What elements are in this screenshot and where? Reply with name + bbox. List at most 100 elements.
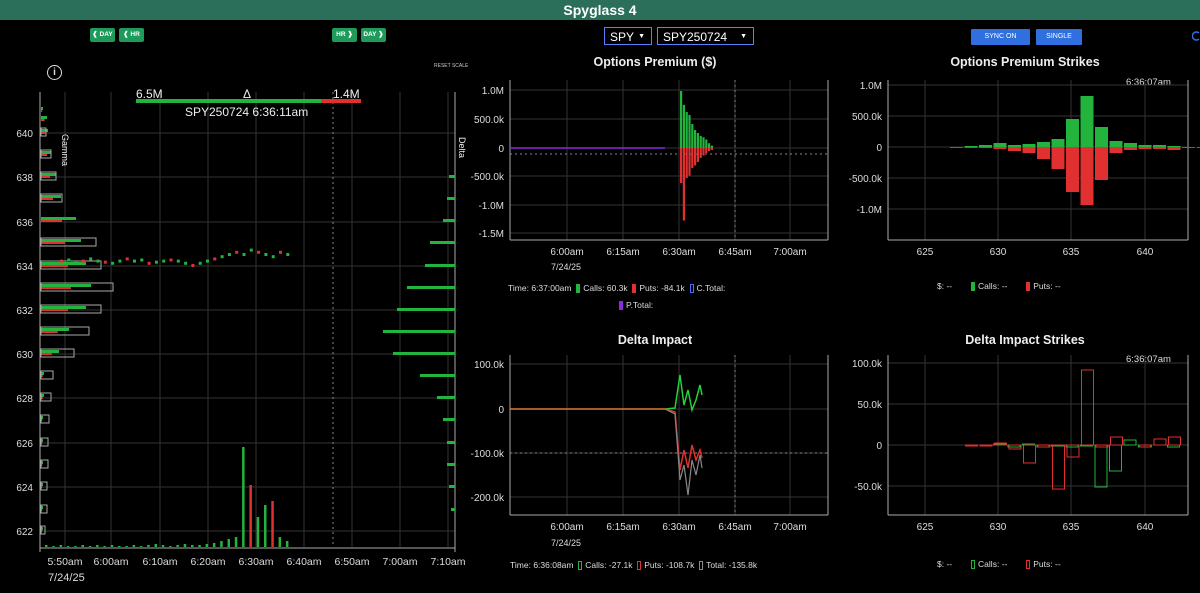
- premium-call-bar: [688, 115, 691, 148]
- strike-y-tick: -500.0k: [849, 174, 883, 185]
- legend-calls-value: 60.3k: [606, 283, 628, 293]
- chevron-down-icon: ▼: [740, 33, 747, 40]
- gamma-call-bar: [41, 284, 91, 287]
- candle: [169, 258, 173, 262]
- volume-bar: [103, 546, 106, 547]
- premium-call-bar: [699, 136, 702, 148]
- candle: [227, 253, 231, 256]
- gamma-call-bar: [41, 129, 48, 132]
- legend-puts-label: Puts:: [639, 283, 659, 293]
- legend-calls-label: Calls:: [978, 281, 1000, 291]
- main-y-tick: 634: [16, 262, 33, 273]
- premium-put-bar: [708, 148, 711, 151]
- main-y-tick: 630: [16, 350, 33, 361]
- volume-bar: [118, 546, 121, 547]
- info-icon[interactable]: i: [47, 65, 62, 80]
- gamma-total-box: [40, 282, 114, 292]
- premium-call-bar: [710, 145, 713, 148]
- dstrike-put-bar: [965, 444, 978, 447]
- legend-calls-label: Calls:: [583, 283, 605, 293]
- premium-y-tick: -1.5M: [478, 229, 504, 240]
- volume-bar: [249, 485, 252, 547]
- delta-bar: [451, 508, 455, 511]
- gamma-put-bar: [41, 331, 58, 333]
- options-premium-chart[interactable]: 1.0M 500.0k 0 -500.0k -1.0M -1.5M 6:00am 6:15a…: [470, 72, 835, 282]
- premium-strikes-chart[interactable]: 1.0M 500.0k 0 -500.0k -1.0M 625 630 635 640: [840, 72, 1200, 272]
- delta-bar: [430, 241, 455, 244]
- main-x-tick: 6:50am: [334, 556, 369, 568]
- delta-bar: [393, 352, 455, 355]
- prev-hour-button[interactable]: ❰ HR: [119, 28, 144, 42]
- main-y-tick: 640: [16, 129, 33, 140]
- premium-call-bar: [694, 130, 697, 148]
- delta-strikes-title: Delta Impact Strikes: [965, 333, 1085, 347]
- delta-strikes-chart[interactable]: 100.0k 50.0k 0 -50.0k 625 630 635 640: [840, 350, 1200, 540]
- delta-strikes-timestamp: 6:36:07am: [1126, 354, 1171, 365]
- options-premium-title: Options Premium ($): [593, 55, 717, 69]
- main-gamma-chart[interactable]: 640 638 636 634 632 630 628 626 624 622 5:50am 6:0…: [0, 82, 470, 593]
- volume-bar: [212, 543, 216, 547]
- gamma-total-box: [40, 237, 97, 247]
- gamma-call-bar: [41, 262, 86, 265]
- candle: [242, 253, 246, 256]
- legend-puts-label: Puts:: [644, 560, 664, 570]
- dstrike-put-bar: [1095, 444, 1109, 448]
- gamma-put-bar: [41, 486, 43, 488]
- legend-time-value: 6:37:00am: [531, 283, 572, 293]
- strike-y-tick: 1.0M: [860, 81, 882, 92]
- strike-put-bar: [1080, 147, 1094, 205]
- gamma-call-bar: [41, 394, 44, 397]
- candle: [118, 259, 122, 263]
- gamma-put-bar: [41, 154, 47, 156]
- strike-call-bar: [1167, 146, 1181, 147]
- legend-puts-value: -108.7k: [665, 560, 695, 570]
- dstrike-put-bar: [1052, 444, 1065, 490]
- dstrike-put-bar: [994, 442, 1007, 446]
- volume-bar: [154, 544, 157, 547]
- delta-impact-chart[interactable]: 100.0k 0 -100.0k -200.0k 6:00am 6:15am 6:30am…: [470, 350, 835, 550]
- dstrike-y-tick: 0: [876, 441, 882, 452]
- prev-day-button[interactable]: ❰ DAY: [90, 28, 115, 42]
- legend-calls-value: --: [1001, 559, 1008, 569]
- expiry-select[interactable]: SPY250724 ▼: [657, 27, 754, 45]
- legend-total-label: Total:: [706, 560, 727, 570]
- candle: [271, 255, 275, 259]
- chevron-down-icon: ▼: [638, 33, 645, 40]
- reset-scale-button[interactable]: RESET SCALE: [434, 63, 469, 69]
- premium-y-tick: 500.0k: [474, 115, 505, 126]
- gamma-total-box: [40, 459, 49, 469]
- refresh-icon[interactable]: [1192, 31, 1200, 41]
- candle: [191, 264, 195, 267]
- volume-bar: [191, 545, 194, 547]
- single-button[interactable]: SINGLE: [1036, 29, 1082, 45]
- gamma-put-bar: [41, 265, 68, 267]
- premium-legend-ptotal: P.Total:: [619, 300, 653, 311]
- gamma-put-bar: [41, 509, 43, 511]
- delta-bar: [447, 441, 455, 444]
- strike-call-bar: [1095, 127, 1108, 147]
- gamma-call-bar: [41, 195, 61, 198]
- app-title: Spyglass 4: [0, 0, 1200, 20]
- volume-bar: [52, 546, 55, 547]
- volume-bar: [66, 546, 70, 547]
- volume-bar: [125, 546, 128, 547]
- strike-call-bar: [993, 143, 1007, 147]
- volume-bar: [96, 545, 99, 547]
- symbol-select[interactable]: SPY ▼: [604, 27, 652, 45]
- main-y-tick: 636: [16, 218, 33, 229]
- premium-call-bar: [682, 104, 685, 148]
- candle: [184, 261, 188, 265]
- gamma-call-bar: [41, 483, 43, 486]
- gamma-total-box: [40, 414, 50, 424]
- dstrike-call-bar: [1109, 444, 1122, 472]
- candle: [140, 258, 144, 262]
- candle: [60, 259, 63, 263]
- sync-on-button[interactable]: SYNC ON: [971, 29, 1030, 45]
- volume-bar: [227, 539, 230, 547]
- next-hour-button[interactable]: HR ❱: [332, 28, 357, 42]
- strike-put-bar: [1109, 147, 1123, 153]
- strike-put-bar: [950, 147, 963, 148]
- dstrike-call-bar: [1123, 439, 1137, 446]
- next-day-button[interactable]: DAY ❱: [361, 28, 386, 42]
- main-x-tick: 6:30am: [238, 556, 273, 568]
